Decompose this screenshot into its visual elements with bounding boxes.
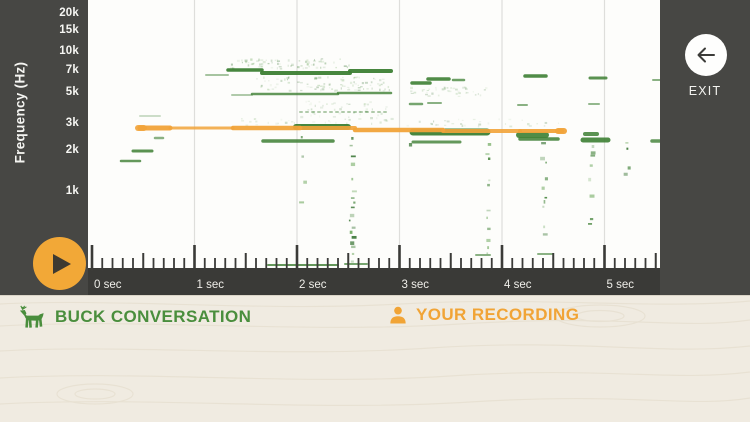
- freq-tick-label: 1k: [65, 185, 79, 197]
- freq-tick-label: 5k: [65, 86, 79, 98]
- recording-panel-title: YOUR RECORDING: [416, 305, 580, 324]
- exit-label: EXIT: [688, 84, 722, 98]
- buck-panel-header: BUCK CONVERSATION: [16, 305, 251, 329]
- freq-tick-label: 15k: [59, 24, 79, 36]
- spectrogram-canvas: 0 sec 1 sec 2 sec 3 sec 4 sec 5 sec: [88, 0, 660, 295]
- exit-button[interactable]: [685, 34, 727, 76]
- time-tick-label: 3 sec: [402, 279, 430, 291]
- frequency-tick-labels: 20k 15k 10k 7k 5k 3k 2k 1k: [0, 0, 79, 295]
- time-tick-label: 0 sec: [94, 279, 122, 291]
- time-tick-label: 1 sec: [197, 279, 225, 291]
- freq-tick-label: 20k: [59, 7, 79, 19]
- play-button[interactable]: [33, 237, 86, 290]
- recording-panel-header: YOUR RECORDING: [389, 305, 579, 325]
- time-tick-label: 4 sec: [504, 279, 532, 291]
- buck-panel-title: BUCK CONVERSATION: [55, 307, 252, 326]
- time-tick-label: 5 sec: [607, 279, 635, 291]
- freq-tick-label: 10k: [59, 45, 79, 57]
- right-sidebar: EXIT: [660, 0, 750, 295]
- time-tick-label: 2 sec: [299, 279, 327, 291]
- freq-tick-label: 7k: [65, 64, 79, 76]
- buck-icon: [19, 305, 44, 328]
- play-icon: [52, 253, 71, 274]
- control-panel: BUCK CONVERSATION YOUR RECORDING: [0, 295, 750, 422]
- back-arrow-icon: [697, 47, 715, 63]
- freq-tick-label: 2k: [65, 144, 79, 156]
- freq-tick-label: 3k: [65, 117, 79, 129]
- person-icon: [390, 306, 406, 324]
